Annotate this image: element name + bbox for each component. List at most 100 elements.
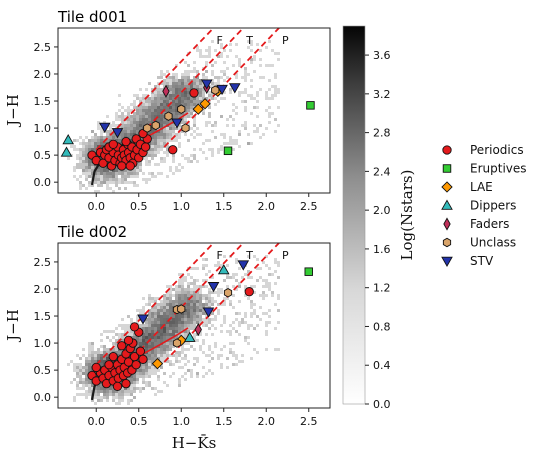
colorbar-tick-label: 1.6 xyxy=(373,243,391,256)
point-dippers xyxy=(60,146,73,157)
point-stv xyxy=(137,314,149,325)
y-tick-label: 2.5 xyxy=(34,256,52,269)
point-unclass xyxy=(223,288,233,298)
point-periodics xyxy=(112,381,123,392)
point-dippers xyxy=(217,264,230,275)
y-tick-label: 2.0 xyxy=(34,68,52,81)
point-periodics xyxy=(129,322,140,332)
x-ticks: 0.0 0.5 1.0 1.5 2.0 2.5 xyxy=(88,408,318,428)
y-tick-label: 0.5 xyxy=(34,364,52,377)
legend-item-lae: LAE xyxy=(441,180,493,194)
point-unclass xyxy=(172,338,182,348)
legend-label: Faders xyxy=(470,217,509,231)
point-stv xyxy=(237,260,250,271)
colorbar-label: Log(Nstars) xyxy=(398,170,416,261)
legend-marker xyxy=(442,237,452,248)
legend-item-periodics: Periodics xyxy=(442,143,524,157)
legend-marker xyxy=(442,164,452,173)
y-axis-label: J−H xyxy=(4,94,22,128)
point-stv xyxy=(171,118,183,129)
colorbar-tick-label: 2.4 xyxy=(373,165,391,178)
legend-label: LAE xyxy=(470,180,493,194)
legend-marker xyxy=(441,181,453,193)
reddening-line xyxy=(125,28,244,151)
legend-item-stv: STV xyxy=(441,254,494,268)
point-lae xyxy=(151,357,164,370)
legend-item-dippers: Dippers xyxy=(441,199,516,213)
point-stv xyxy=(98,122,111,133)
colorbar-tick-label: 0.8 xyxy=(373,320,391,333)
x-tick-label: 0.5 xyxy=(130,415,148,428)
legend: Periodics Eruptives LAE Dippers Faders Unclas… xyxy=(441,143,527,268)
colorbar-tick-label: 2.0 xyxy=(373,204,391,217)
colorbar-ticks: 0.0 0.4 0.8 1.2 1.6 2.0 2.4 2.8 3.2 3.6 xyxy=(365,49,391,411)
legend-label: STV xyxy=(470,254,494,268)
plot-frame xyxy=(57,242,331,409)
point-stv xyxy=(111,128,124,139)
y-tick-label: 1.0 xyxy=(34,337,52,350)
y-tick-label: 1.0 xyxy=(34,122,52,135)
panel-tile-d001: Tile d001 0.0 0.5 1.0 1.5 2.0 2.5 0.0 0.5 1.0 1.… xyxy=(4,8,331,213)
reddening-line-label: T xyxy=(245,34,253,47)
y-tick-label: 0.5 xyxy=(34,149,52,162)
y-ticks: 0.0 0.5 1.0 1.5 2.0 2.5 xyxy=(34,41,58,189)
y-tick-label: 2.0 xyxy=(34,283,52,296)
legend-item-unclass: Unclass xyxy=(442,236,516,250)
colorbar-tick-label: 3.6 xyxy=(373,49,391,62)
point-periodics xyxy=(131,360,141,370)
legend-item-faders: Faders xyxy=(443,217,509,231)
point-unclass xyxy=(164,111,173,121)
point-periodics xyxy=(108,351,118,362)
x-tick-label: 2.5 xyxy=(300,415,318,428)
y-tick-label: 0.0 xyxy=(34,391,52,404)
colorbar-tick-label: 2.8 xyxy=(373,127,391,140)
point-stv xyxy=(200,79,213,90)
point-lae xyxy=(192,103,204,115)
point-periodics xyxy=(91,362,101,373)
reddening-line xyxy=(95,28,215,151)
scatter-points xyxy=(60,79,315,171)
density-map xyxy=(67,40,280,193)
point-periodics xyxy=(138,354,148,364)
legend-item-eruptives: Eruptives xyxy=(442,162,527,176)
y-tick-label: 0.0 xyxy=(34,176,52,189)
reddening-line xyxy=(125,243,244,366)
colorbar-gradient xyxy=(342,25,366,405)
colorbar-tick-label: 0.0 xyxy=(373,398,391,411)
legend-label: Unclass xyxy=(470,236,516,250)
y-ticks: 0.0 0.5 1.0 1.5 2.0 2.5 xyxy=(34,256,58,404)
point-eruptives xyxy=(304,267,313,276)
y-tick-label: 1.5 xyxy=(34,310,52,323)
point-unclass xyxy=(181,123,190,133)
x-tick-label: 1.5 xyxy=(215,200,233,213)
point-periodics xyxy=(244,287,254,297)
point-periodics xyxy=(140,142,151,152)
reddening-line-label: F xyxy=(217,249,223,262)
x-tick-label: 0.5 xyxy=(130,200,148,213)
point-stv xyxy=(216,84,228,96)
y-tick-label: 2.5 xyxy=(34,41,52,54)
point-stv xyxy=(207,282,220,293)
point-faders xyxy=(162,84,170,98)
point-periodics xyxy=(121,379,131,389)
x-tick-label: 1.0 xyxy=(173,415,191,428)
colorbar-tick-label: 3.2 xyxy=(373,88,391,101)
point-stv xyxy=(228,83,241,94)
panel-title: Tile d001 xyxy=(57,8,127,26)
point-lae xyxy=(199,98,211,110)
point-periodics xyxy=(121,136,131,147)
point-periodics xyxy=(123,335,134,346)
point-dippers xyxy=(183,331,196,342)
reddening-line-label: P xyxy=(282,34,289,47)
point-periodics xyxy=(168,145,178,155)
point-eruptives xyxy=(223,146,233,156)
x-ticks: 0.0 0.5 1.0 1.5 2.0 2.5 xyxy=(88,193,318,213)
legend-label: Periodics xyxy=(470,143,524,157)
x-tick-label: 1.0 xyxy=(173,200,191,213)
point-unclass xyxy=(151,120,160,131)
point-unclass xyxy=(177,104,186,114)
point-periodics xyxy=(104,360,114,370)
scatter-points xyxy=(87,260,313,392)
